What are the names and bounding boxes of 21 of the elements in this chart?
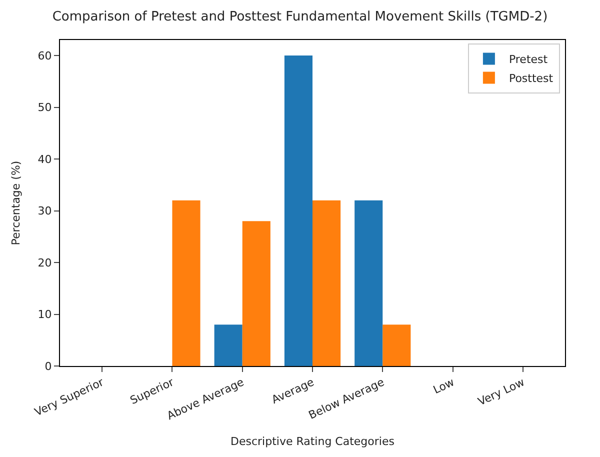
x-tick-label: Very Low [476, 376, 527, 408]
y-tick-label: 50 [38, 101, 52, 114]
bar [284, 56, 312, 366]
y-tick-label: 30 [38, 204, 52, 218]
legend-label: Posttest [508, 72, 554, 86]
bar [214, 324, 242, 366]
y-tick-label: 60 [38, 49, 52, 62]
bar [382, 324, 411, 366]
y-tick-label: 40 [38, 152, 52, 166]
y-axis-title: Percentage (%) [9, 160, 22, 246]
bar [242, 221, 270, 366]
y-tick-label: 10 [38, 308, 52, 322]
x-tick-label: Low [431, 376, 456, 397]
y-tick-label: 0 [44, 360, 52, 373]
bar [312, 200, 341, 366]
bar [172, 200, 200, 366]
chart-title: Comparison of Pretest and Posttest Fundamental Movement Skills (TGMD-2) [52, 10, 548, 25]
y-tick-label: 20 [38, 256, 52, 270]
legend-label: Pretest [508, 53, 548, 66]
x-axis-title: Descriptive Rating Categories [230, 434, 395, 448]
bar [354, 200, 383, 366]
